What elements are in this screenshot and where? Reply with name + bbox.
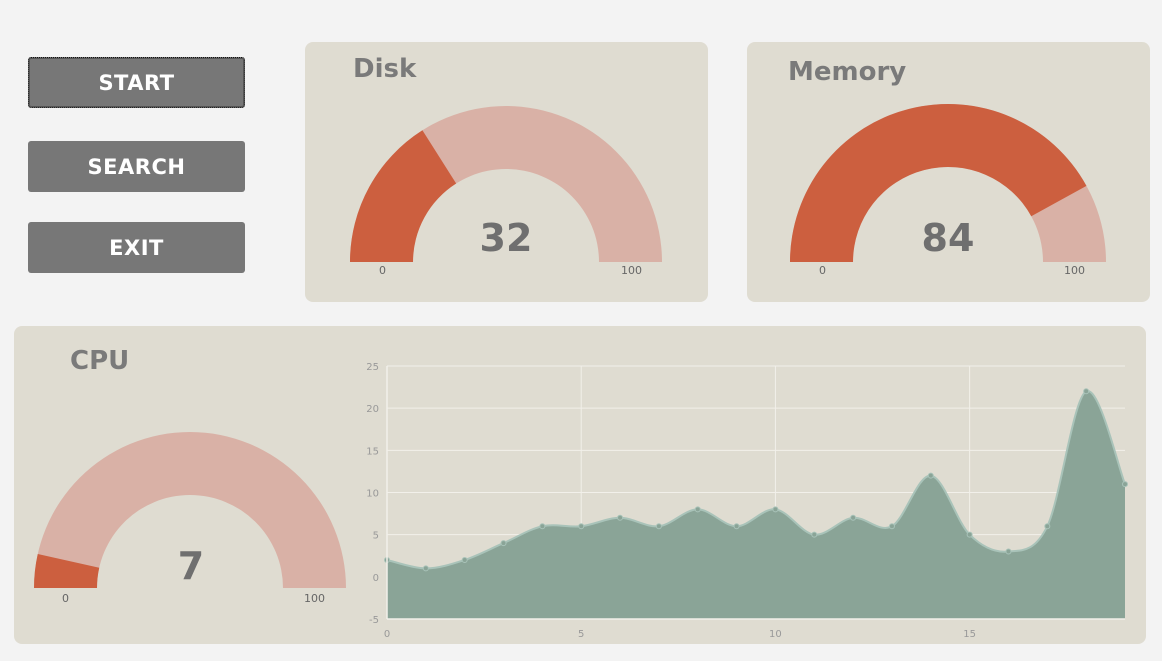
cpu-min-label: 0 <box>62 592 69 605</box>
cpu-panel: CPU 7 0 100 -5 0 5 10 15 20 25 0 5 10 15 <box>14 326 1146 644</box>
disk-gauge <box>350 106 662 262</box>
memory-gauge <box>790 103 1106 262</box>
chart-y-tick-label: 20 <box>366 404 379 415</box>
chart-x-tick-label: 10 <box>769 629 782 640</box>
chart-point <box>1044 523 1051 530</box>
chart-point <box>811 531 818 538</box>
chart-point <box>1122 481 1128 488</box>
cpu-title: CPU <box>70 346 130 376</box>
chart-point <box>655 523 662 530</box>
chart-area <box>387 390 1125 619</box>
chart-point <box>733 523 740 530</box>
disk-gauge-fill <box>350 130 457 262</box>
chart-point <box>422 565 429 572</box>
chart-point <box>578 523 585 530</box>
cpu-value: 7 <box>177 544 205 588</box>
cpu-gauge <box>34 432 346 588</box>
chart-x-tick-label: 0 <box>384 629 390 640</box>
chart-point <box>888 523 895 530</box>
cpu-max-label: 100 <box>304 592 325 605</box>
exit-button[interactable]: EXIT <box>28 222 245 273</box>
cpu-history-chart: -5 0 5 10 15 20 25 0 5 10 15 <box>366 362 1128 640</box>
disk-min-label: 0 <box>379 264 386 277</box>
chart-y-tick-label: 10 <box>366 489 379 500</box>
chart-point <box>500 540 507 547</box>
chart-x-tick-label: 5 <box>578 629 584 640</box>
chart-y-tick-label: 5 <box>373 531 379 542</box>
cpu-gauge-fill <box>34 553 100 588</box>
chart-point <box>850 514 857 521</box>
chart-point <box>927 472 934 479</box>
chart-point <box>1083 388 1090 395</box>
cpu-gauge-track <box>34 432 346 588</box>
memory-value: 84 <box>921 216 975 260</box>
disk-title: Disk <box>353 54 417 84</box>
memory-gauge-fill <box>790 103 1087 262</box>
start-button[interactable]: START <box>28 57 245 108</box>
chart-point <box>694 506 701 513</box>
memory-min-label: 0 <box>819 264 826 277</box>
chart-point <box>617 514 624 521</box>
chart-point <box>966 531 973 538</box>
chart-point <box>461 556 468 563</box>
chart-point <box>539 523 546 530</box>
chart-point <box>1005 548 1012 555</box>
memory-max-label: 100 <box>1064 264 1085 277</box>
chart-y-tick-label: 25 <box>366 362 379 373</box>
memory-panel: Memory 84 0 100 <box>747 42 1150 302</box>
disk-value: 32 <box>479 216 533 260</box>
disk-panel: Disk 32 0 100 <box>305 42 708 302</box>
chart-point <box>772 506 779 513</box>
chart-x-tick-label: 15 <box>963 629 976 640</box>
disk-max-label: 100 <box>621 264 642 277</box>
search-button[interactable]: SEARCH <box>28 141 245 192</box>
chart-y-tick-label: 0 <box>373 573 379 584</box>
memory-title: Memory <box>788 57 907 87</box>
chart-y-tick-label: 15 <box>366 446 379 457</box>
chart-y-tick-label: -5 <box>369 615 379 626</box>
